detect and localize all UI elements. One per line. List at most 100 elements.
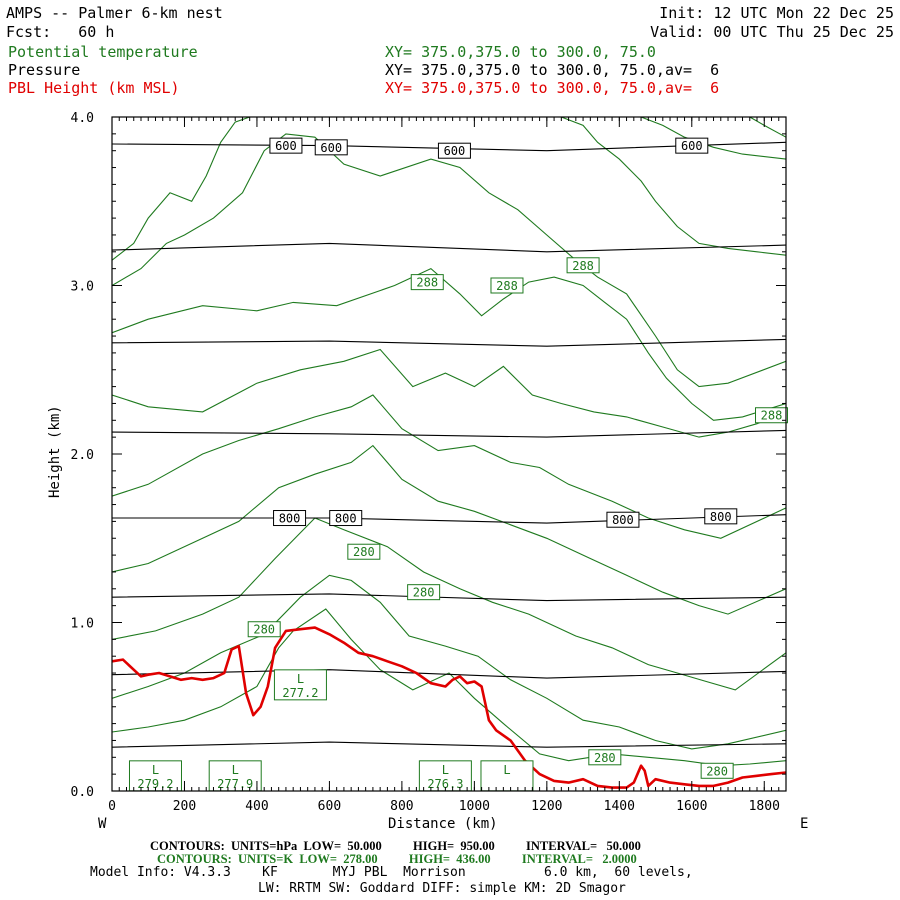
theta-low-box: [480, 760, 534, 792]
x-tick-label: 400: [245, 799, 268, 814]
theta-label: 280: [700, 762, 734, 779]
pressure-label-box: [437, 142, 471, 159]
contour-labels: 800 800 800 800 600 600 600 600 288 288 288 288 280 2…: [128, 137, 789, 792]
x-tick-label: 1200: [531, 799, 562, 814]
x-tick-label: 800: [390, 799, 413, 814]
valid-time: Valid: 00 UTC Thu 25 Dec 25: [650, 23, 894, 41]
pressure-contour-line: [112, 242, 786, 253]
y-tick-label: 0.0: [71, 785, 94, 800]
pressure-label: 800: [704, 508, 738, 525]
theta-label-box: [755, 407, 789, 424]
pressure-label-box: [273, 510, 307, 527]
theta-label-text: 280: [413, 586, 435, 600]
xy-theta: XY= 375.0,375.0 to 300.0, 75.0: [385, 43, 656, 61]
west-label: W: [98, 816, 107, 832]
theta-low-marker: L: [480, 760, 534, 792]
theta-label-text: 288: [416, 276, 438, 290]
theta-label: 280: [347, 543, 381, 560]
theta-label-box: [407, 584, 441, 601]
y-tick-label: 3.0: [71, 280, 94, 295]
theta-contour-line: [561, 117, 786, 256]
theta-label-box: [347, 543, 381, 560]
pressure-label: 800: [329, 510, 363, 527]
pressure-label-text: 600: [444, 144, 466, 158]
xy-pressure: XY= 375.0,375.0 to 300.0, 75.0,av= 6: [385, 61, 720, 79]
theta-contour-line: [112, 394, 786, 539]
theta-contours: [112, 117, 786, 767]
pressure-label: 800: [606, 511, 640, 528]
x-tick-label: 0: [108, 799, 116, 814]
theta-low-letter: L: [152, 763, 159, 777]
footer-theta-contours: CONTOURS: UNITS=K LOW= 278.00 HIGH= 436.…: [157, 852, 637, 866]
theta-label: 280: [247, 621, 281, 638]
east-label: E: [800, 816, 809, 832]
x-tick-label: 600: [318, 799, 341, 814]
theta-contour-line: [112, 517, 786, 691]
pressure-label-text: 800: [612, 513, 634, 527]
pbl-series: [112, 626, 786, 789]
y-tick-label: 1.0: [71, 617, 94, 632]
footer-pressure-contours: CONTOURS: UNITS=hPa LOW= 50.000 HIGH= 95…: [150, 839, 641, 853]
theta-low-box: [418, 760, 472, 792]
theta-low-letter: L: [442, 763, 449, 777]
y-tick-label: 2.0: [71, 448, 94, 463]
theta-label: 288: [490, 277, 524, 294]
theta-contour-line: [112, 133, 786, 388]
legend-pbl: PBL Height (km MSL): [8, 79, 180, 97]
pressure-contour-line: [112, 593, 786, 602]
theta-low-value: 276.3: [427, 777, 463, 791]
theta-contour-line: [112, 117, 250, 261]
theta-label-text: 280: [353, 545, 375, 559]
x-tick-label: 200: [173, 799, 196, 814]
pressure-label-text: 600: [275, 139, 297, 153]
x-tick-label: 1400: [604, 799, 635, 814]
theta-low-letter: L: [297, 672, 304, 686]
footer-model-info: Model Info: V4.3.3 KF MYJ PBL Morrison 6…: [90, 865, 693, 880]
pressure-label-text: 800: [335, 512, 357, 526]
theta-label: 288: [755, 407, 789, 424]
pressure-label-box: [675, 137, 709, 154]
pressure-contour-line: [112, 514, 786, 524]
pressure-label-box: [314, 139, 348, 156]
pressure-label: 600: [314, 139, 348, 156]
pressure-label: 600: [675, 137, 709, 154]
theta-label: 288: [566, 257, 600, 274]
pressure-label: 600: [437, 142, 471, 159]
theta-low-box: [273, 669, 327, 701]
theta-label-text: 288: [761, 409, 783, 423]
theta-label: 288: [410, 274, 444, 291]
footer-physics-info: LW: RRTM SW: Goddard DIFF: simple KM: 2D…: [258, 881, 626, 896]
pressure-label-text: 800: [279, 512, 301, 526]
legend-pressure: Pressure: [8, 61, 81, 79]
theta-label-text: 288: [496, 279, 518, 293]
pressure-label: 600: [269, 137, 303, 154]
pressure-contour-line: [112, 338, 786, 347]
pressure-label-box: [606, 511, 640, 528]
theta-low-value: 279.2: [137, 777, 173, 791]
pbl-height-line: [112, 626, 786, 789]
theta-contour-line: [749, 117, 786, 138]
x-tick-label: 1600: [676, 799, 707, 814]
theta-label: 280: [588, 749, 622, 766]
theta-contour-line: [112, 608, 786, 767]
axes: 0.0 1.0 2.0 3.0 4.0 0 200 400 600 800 1000 1200 1400…: [71, 111, 787, 814]
theta-contour-line: [112, 574, 786, 750]
pressure-contour-line: [112, 429, 786, 438]
theta-label-text: 280: [594, 751, 616, 765]
pressure-label: 800: [273, 510, 307, 527]
pressure-label-box: [704, 508, 738, 525]
theta-low-value: 277.2: [282, 686, 318, 700]
pressure-label-box: [329, 510, 363, 527]
pressure-label-text: 600: [320, 141, 342, 155]
theta-label-box: [700, 762, 734, 779]
theta-low-letter: L: [503, 763, 510, 777]
chart-title: AMPS -- Palmer 6-km nest: [6, 4, 223, 22]
theta-label-text: 288: [572, 259, 594, 273]
pressure-label-text: 800: [710, 510, 732, 524]
theta-low-letter: L: [232, 763, 239, 777]
forecast-hour: Fcst: 60 h: [6, 23, 115, 41]
theta-label-box: [490, 277, 524, 294]
